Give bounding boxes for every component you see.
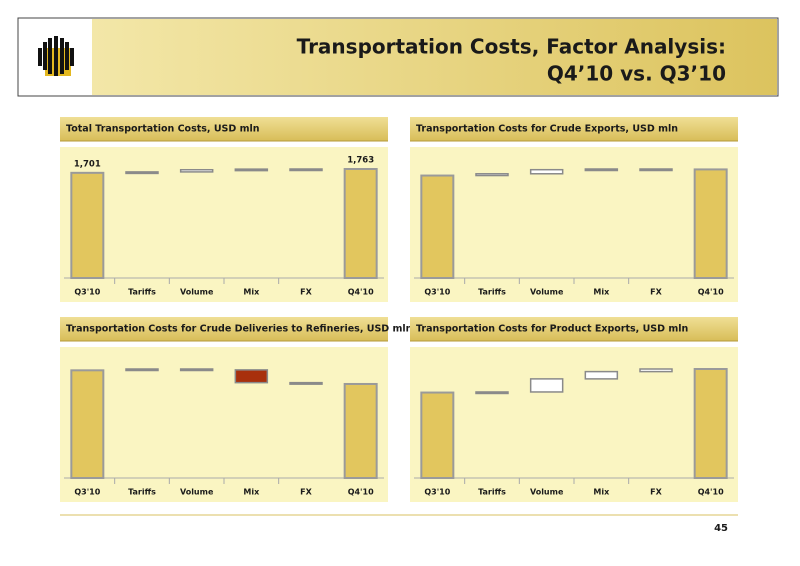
chart-title: Transportation Costs for Product Exports… xyxy=(416,324,688,335)
x-tick-label: Mix xyxy=(593,288,610,297)
x-tick-label: Q4'10 xyxy=(348,288,374,297)
total-bar xyxy=(70,369,105,479)
x-tick-label: Q3'10 xyxy=(74,488,100,497)
value-label: 1,763 xyxy=(347,156,374,166)
slide-title: Q4’10 vs. Q3’10 xyxy=(547,62,726,86)
x-tick-label: FX xyxy=(300,288,312,297)
delta-bar xyxy=(234,168,269,172)
chart-title-bar xyxy=(60,117,388,141)
x-tick-label: Tariffs xyxy=(128,288,156,297)
delta-bar xyxy=(529,168,564,175)
x-tick-label: FX xyxy=(650,488,662,497)
chart-title-bar xyxy=(60,317,388,341)
chart-title-bar xyxy=(410,117,738,141)
value-label: 1,701 xyxy=(74,159,101,169)
chart-title: Transportation Costs for Crude Exports, … xyxy=(416,124,678,135)
plot-area xyxy=(410,147,738,302)
x-tick-label: FX xyxy=(650,288,662,297)
x-tick-label: Q4'10 xyxy=(698,288,724,297)
delta-bar xyxy=(584,370,619,380)
delta-bar xyxy=(289,381,323,385)
slide-title: Transportation Costs, Factor Analysis: xyxy=(297,35,726,59)
x-tick-label: Tariffs xyxy=(128,488,156,497)
page-number: 45 xyxy=(714,523,728,534)
x-tick-label: Q4'10 xyxy=(698,488,724,497)
plot-area xyxy=(410,347,738,502)
chart-title-bar xyxy=(410,317,738,341)
delta-bar xyxy=(289,168,323,172)
delta-bar xyxy=(179,168,214,173)
delta-bar xyxy=(125,171,159,175)
x-tick-label: Tariffs xyxy=(478,488,506,497)
chart-title: Total Transportation Costs, USD mln xyxy=(66,124,260,135)
delta-bar xyxy=(125,368,159,372)
delta-bar xyxy=(639,168,673,172)
delta-bar xyxy=(529,378,564,393)
x-tick-label: Q3'10 xyxy=(424,288,450,297)
x-tick-label: Q3'10 xyxy=(74,288,100,297)
x-tick-label: Tariffs xyxy=(478,288,506,297)
total-bar xyxy=(343,168,378,279)
x-tick-label: Q4'10 xyxy=(348,488,374,497)
x-tick-label: Volume xyxy=(180,488,214,497)
x-tick-label: Q3'10 xyxy=(424,488,450,497)
x-tick-label: FX xyxy=(300,488,312,497)
delta-bar xyxy=(584,168,619,172)
delta-bar xyxy=(475,173,509,177)
logo xyxy=(38,36,74,76)
total-bar xyxy=(693,368,728,479)
plot-area xyxy=(60,347,388,502)
delta-bar xyxy=(234,369,269,384)
plot-area xyxy=(60,147,388,302)
total-bar xyxy=(420,174,455,279)
header-band xyxy=(92,19,777,95)
total-bar xyxy=(343,382,378,479)
total-bar xyxy=(70,171,105,279)
x-tick-label: Mix xyxy=(243,488,260,497)
x-tick-label: Volume xyxy=(530,288,564,297)
delta-bar xyxy=(639,368,673,373)
x-tick-label: Mix xyxy=(243,288,260,297)
total-bar xyxy=(420,391,455,480)
delta-bar xyxy=(475,391,509,395)
delta-bar xyxy=(179,368,214,372)
x-tick-label: Mix xyxy=(593,488,610,497)
x-tick-label: Volume xyxy=(530,488,564,497)
x-tick-label: Volume xyxy=(180,288,214,297)
chart-title: Transportation Costs for Crude Deliverie… xyxy=(66,324,413,335)
total-bar xyxy=(693,168,728,279)
